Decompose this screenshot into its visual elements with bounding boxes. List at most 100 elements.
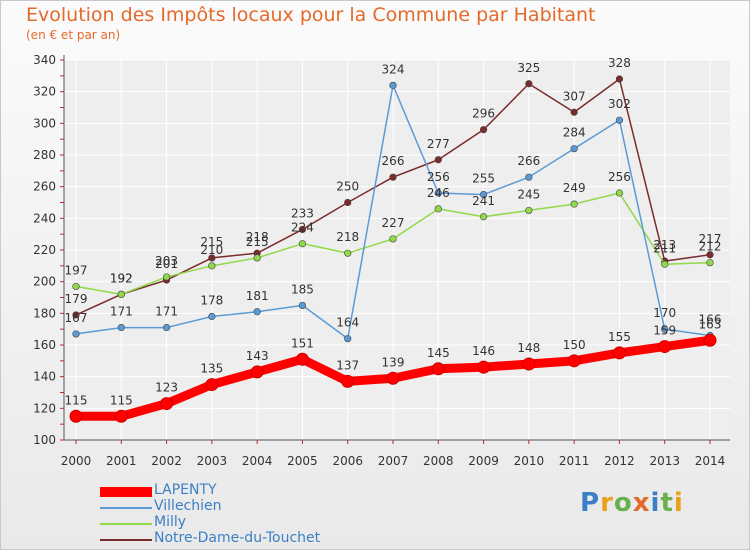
x-tick-label: 2011	[559, 454, 590, 468]
data-label-villechien: 178	[200, 294, 223, 308]
data-point-lapenty	[250, 365, 264, 379]
y-tick-label: 220	[33, 243, 56, 257]
x-tick-label: 2002	[151, 454, 182, 468]
data-label-lapenty: 115	[110, 393, 133, 407]
data-label-milly: 215	[246, 235, 269, 249]
data-point-villechien	[525, 173, 533, 181]
x-tick-label: 2000	[61, 454, 92, 468]
data-label-lapenty: 137	[336, 358, 359, 372]
data-label-villechien: 181	[246, 289, 269, 303]
data-point-lapenty	[69, 409, 83, 423]
data-label-villechien: 166	[699, 313, 722, 327]
legend-swatch-milly	[100, 523, 152, 525]
data-label-notre-dame-du-touchet: 266	[382, 154, 405, 168]
data-point-milly	[570, 200, 578, 208]
data-point-villechien	[479, 190, 488, 199]
y-tick-label: 200	[33, 275, 56, 289]
data-label-milly: 197	[65, 263, 88, 277]
data-label-lapenty: 159	[653, 324, 676, 338]
data-label-notre-dame-du-touchet: 277	[427, 137, 450, 151]
data-point-villechien	[298, 301, 307, 310]
data-label-villechien: 324	[382, 62, 405, 76]
data-label-milly: 192	[110, 271, 133, 285]
data-point-lapenty	[160, 397, 174, 411]
chart-subtitle: (en € et par an)	[26, 28, 121, 42]
data-point-milly	[479, 213, 488, 221]
data-point-villechien	[117, 323, 125, 332]
data-label-notre-dame-du-touchet: 192	[110, 271, 133, 285]
data-label-lapenty: 145	[427, 346, 450, 360]
data-label-milly: 227	[382, 216, 405, 230]
data-point-villechien	[162, 323, 171, 332]
x-tick-label: 2009	[468, 454, 499, 468]
data-point-villechien	[344, 335, 352, 343]
data-label-lapenty: 146	[472, 344, 495, 358]
data-point-lapenty	[567, 354, 581, 368]
data-point-notre-dame-du-touchet	[208, 254, 216, 262]
data-label-lapenty: 135	[200, 362, 223, 376]
x-tick-label: 2003	[197, 454, 228, 468]
data-label-milly: 212	[699, 240, 722, 254]
legend-label-villechien: Villechien	[154, 498, 222, 514]
data-point-lapenty	[703, 333, 717, 347]
data-point-notre-dame-du-touchet	[344, 198, 352, 207]
data-point-milly	[525, 206, 533, 215]
data-point-milly	[661, 260, 669, 268]
x-tick-label: 2005	[287, 454, 318, 468]
data-label-notre-dame-du-touchet: 296	[472, 107, 495, 121]
data-point-milly	[208, 262, 216, 270]
data-label-milly: 218	[336, 230, 359, 244]
legend-label-lapenty: LAPENTY	[154, 482, 217, 498]
data-point-notre-dame-du-touchet	[570, 108, 578, 116]
y-tick-label: 120	[33, 401, 56, 415]
data-point-notre-dame-du-touchet	[434, 156, 442, 164]
data-label-notre-dame-du-touchet: 218	[246, 230, 269, 244]
data-label-villechien: 266	[517, 154, 540, 168]
data-point-villechien	[570, 145, 578, 153]
data-label-villechien: 255	[472, 172, 495, 186]
data-point-milly	[344, 249, 352, 257]
y-tick-label: 320	[33, 85, 56, 99]
y-tick-label: 340	[33, 53, 56, 67]
data-point-milly	[117, 290, 125, 298]
data-point-lapenty	[522, 357, 536, 371]
y-tick-label: 300	[33, 116, 56, 130]
data-point-villechien	[615, 116, 624, 124]
data-point-villechien	[208, 312, 216, 321]
data-point-lapenty	[612, 346, 626, 360]
data-point-villechien	[253, 308, 261, 316]
data-point-lapenty	[205, 378, 219, 392]
data-label-milly: 241	[472, 194, 495, 208]
x-tick-label: 2001	[106, 454, 137, 468]
data-label-milly: 256	[608, 170, 631, 184]
data-point-milly	[434, 205, 442, 213]
data-point-villechien	[434, 189, 442, 197]
chart-title: Evolution des Impôts locaux pour la Comm…	[26, 4, 596, 26]
data-label-notre-dame-du-touchet: 213	[653, 238, 676, 252]
data-point-milly	[298, 240, 307, 248]
data-point-milly	[615, 189, 624, 197]
data-point-notre-dame-du-touchet	[525, 80, 533, 88]
data-point-lapenty	[658, 340, 672, 354]
x-tick-label: 2013	[649, 454, 680, 468]
data-label-lapenty: 148	[517, 341, 540, 355]
data-point-lapenty	[341, 374, 355, 388]
data-label-notre-dame-du-touchet: 307	[563, 89, 586, 103]
x-tick-label: 2008	[423, 454, 454, 468]
data-point-villechien	[72, 330, 80, 338]
data-point-lapenty	[114, 409, 128, 423]
data-label-milly: 249	[563, 181, 586, 195]
data-point-milly	[253, 254, 261, 262]
x-tick-label: 2004	[242, 454, 273, 468]
data-label-lapenty: 123	[155, 381, 178, 395]
data-label-lapenty: 115	[65, 393, 88, 407]
data-point-lapenty	[477, 360, 491, 374]
data-point-lapenty	[431, 362, 445, 376]
y-tick-label: 280	[33, 148, 56, 162]
data-label-villechien: 185	[291, 282, 314, 296]
data-point-notre-dame-du-touchet	[615, 75, 624, 83]
x-tick-label: 2007	[378, 454, 409, 468]
x-tick-label: 2012	[604, 454, 635, 468]
data-point-lapenty	[295, 352, 309, 366]
